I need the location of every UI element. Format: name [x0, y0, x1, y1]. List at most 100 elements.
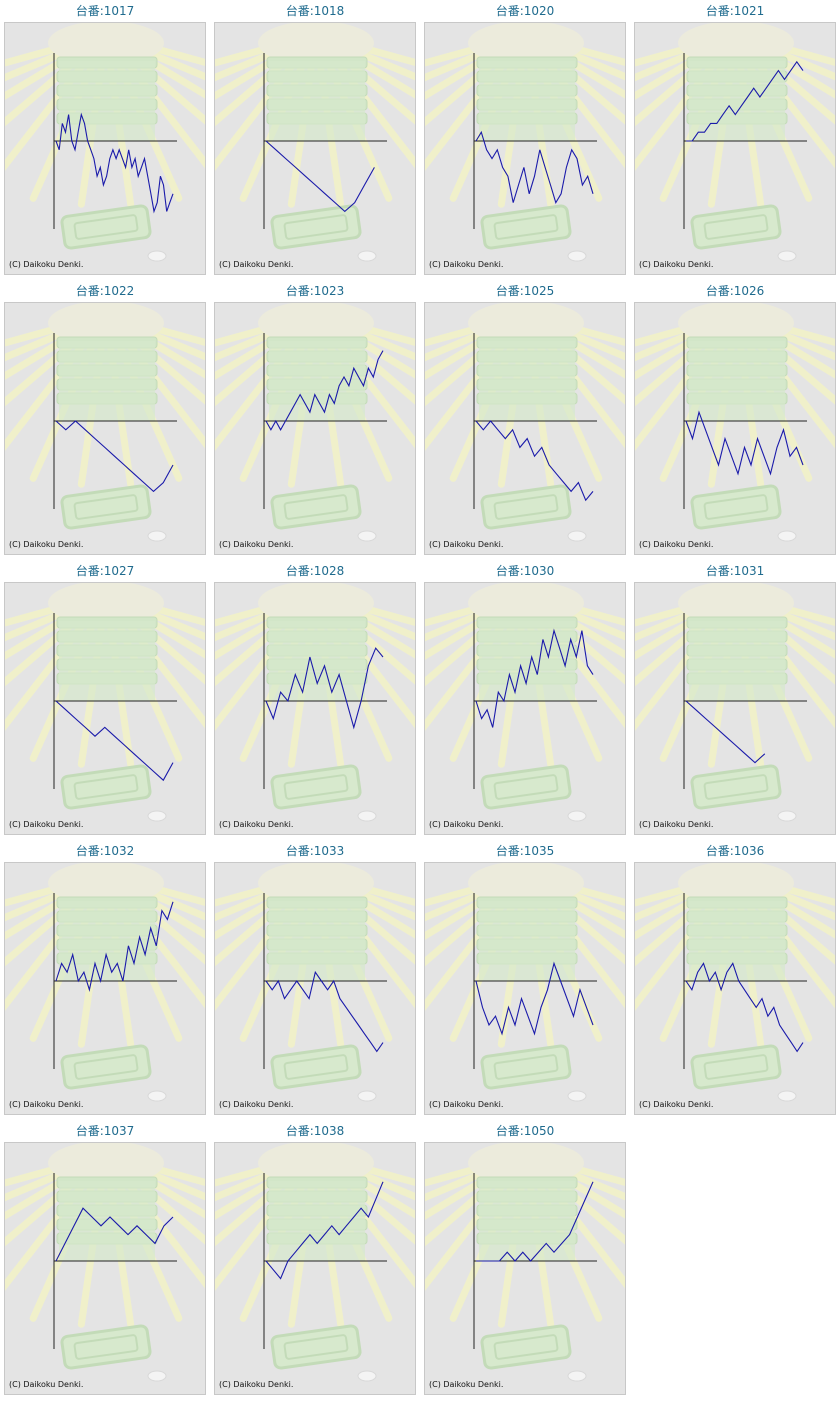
graph-panel: (C) Daikoku Denki.	[424, 22, 626, 275]
machine-illustration-background	[5, 583, 205, 822]
chart-card: 台番:1031 (C) Daikoku Denki.	[630, 560, 840, 840]
graph-panel: (C) Daikoku Denki.	[214, 582, 416, 835]
chart-card: 台番:1050 (C) Daikoku Denki.	[420, 1120, 630, 1400]
copyright-label: (C) Daikoku Denki.	[219, 1380, 294, 1389]
machine-number-title: 台番:1031	[705, 564, 765, 578]
machine-illustration-background	[215, 1143, 415, 1382]
difference-line	[685, 410, 804, 476]
machine-illustration-background	[215, 583, 415, 822]
chart-card: 台番:1032 (C) Daikoku Denki.	[0, 840, 210, 1120]
difference-graph	[5, 583, 205, 822]
machine-number-title: 台番:1020	[495, 4, 555, 18]
machine-number-title: 台番:1021	[705, 4, 765, 18]
copyright-label: (C) Daikoku Denki.	[219, 820, 294, 829]
copyright-label: (C) Daikoku Denki.	[9, 1380, 84, 1389]
difference-line	[476, 1181, 594, 1262]
copyright-label: (C) Daikoku Denki.	[9, 540, 84, 549]
machine-number-title: 台番:1027	[75, 564, 135, 578]
copyright-label: (C) Daikoku Denki.	[9, 260, 84, 269]
difference-graph	[5, 23, 205, 262]
chart-card: 台番:1017 (C) Daikoku Denki.	[0, 0, 210, 280]
difference-graph	[635, 863, 835, 1102]
machine-illustration-background	[215, 303, 415, 542]
machine-number-title: 台番:1030	[495, 564, 555, 578]
chart-card: 台番:1023 (C) Daikoku Denki.	[210, 280, 420, 560]
difference-line	[685, 962, 804, 1053]
difference-graph	[635, 583, 835, 822]
chart-card: 台番:1028 (C) Daikoku Denki.	[210, 560, 420, 840]
copyright-label: (C) Daikoku Denki.	[9, 820, 84, 829]
copyright-label: (C) Daikoku Denki.	[639, 820, 714, 829]
graph-panel: (C) Daikoku Denki.	[214, 302, 416, 555]
machine-illustration-background	[425, 23, 625, 262]
difference-line	[55, 901, 174, 992]
difference-line	[265, 970, 384, 1053]
difference-line	[55, 1207, 174, 1262]
machine-illustration-background	[425, 303, 625, 542]
machine-number-title: 台番:1036	[705, 844, 765, 858]
chart-card: 台番:1022 (C) Daikoku Denki.	[0, 280, 210, 560]
difference-graph	[5, 303, 205, 542]
chart-card: 台番:1035 (C) Daikoku Denki.	[420, 840, 630, 1120]
chart-card: 台番:1033 (C) Daikoku Denki.	[210, 840, 420, 1120]
difference-line	[265, 647, 384, 730]
difference-graph	[635, 23, 835, 262]
difference-graph	[425, 1143, 625, 1382]
machine-illustration-background	[425, 1143, 625, 1382]
copyright-label: (C) Daikoku Denki.	[429, 1100, 504, 1109]
machine-illustration-background	[635, 23, 835, 262]
copyright-label: (C) Daikoku Denki.	[639, 540, 714, 549]
graph-panel: (C) Daikoku Denki.	[424, 1142, 626, 1395]
machine-number-title: 台番:1032	[75, 844, 135, 858]
chart-card: 台番:1037 (C) Daikoku Denki.	[0, 1120, 210, 1400]
copyright-label: (C) Daikoku Denki.	[429, 540, 504, 549]
difference-graph	[635, 303, 835, 542]
difference-line	[55, 112, 174, 214]
copyright-label: (C) Daikoku Denki.	[219, 540, 294, 549]
difference-line	[265, 140, 375, 213]
difference-line	[475, 961, 594, 1036]
chart-card: 台番:1025 (C) Daikoku Denki.	[420, 280, 630, 560]
graph-panel: (C) Daikoku Denki.	[4, 582, 206, 835]
graph-panel: (C) Daikoku Denki.	[424, 582, 626, 835]
machine-number-title: 台番:1025	[495, 284, 555, 298]
chart-card: 台番:1026 (C) Daikoku Denki.	[630, 280, 840, 560]
machine-illustration-background	[635, 863, 835, 1102]
machine-illustration-background	[5, 1143, 205, 1382]
difference-graph	[5, 863, 205, 1102]
difference-line	[475, 420, 594, 502]
chart-card: 台番:1038 (C) Daikoku Denki.	[210, 1120, 420, 1400]
machine-number-title: 台番:1038	[285, 1124, 345, 1138]
graph-panel: (C) Daikoku Denki.	[634, 862, 836, 1115]
difference-graph	[215, 303, 415, 542]
graph-panel: (C) Daikoku Denki.	[634, 582, 836, 835]
chart-card: 台番:1036 (C) Daikoku Denki.	[630, 840, 840, 1120]
machine-illustration-background	[635, 583, 835, 822]
graph-panel: (C) Daikoku Denki.	[4, 1142, 206, 1395]
difference-graph	[425, 23, 625, 262]
machine-number-title: 台番:1028	[285, 564, 345, 578]
machine-illustration-background	[425, 583, 625, 822]
machine-number-title: 台番:1023	[285, 284, 345, 298]
machine-illustration-background	[425, 863, 625, 1102]
difference-graph	[425, 583, 625, 822]
copyright-label: (C) Daikoku Denki.	[639, 260, 714, 269]
chart-card: 台番:1018 (C) Daikoku Denki.	[210, 0, 420, 280]
copyright-label: (C) Daikoku Denki.	[429, 260, 504, 269]
machine-illustration-background	[5, 303, 205, 542]
graph-panel: (C) Daikoku Denki.	[634, 302, 836, 555]
machine-illustration-background	[215, 863, 415, 1102]
machine-illustration-background	[215, 23, 415, 262]
difference-graph	[5, 1143, 205, 1382]
machine-illustration-background	[635, 303, 835, 542]
machine-number-title: 台番:1022	[75, 284, 135, 298]
difference-line	[685, 700, 766, 764]
difference-line	[475, 130, 594, 204]
difference-line	[475, 628, 594, 728]
machine-number-title: 台番:1017	[75, 4, 135, 18]
difference-graph	[215, 863, 415, 1102]
machine-illustration-background	[5, 863, 205, 1102]
machine-number-title: 台番:1037	[75, 1124, 135, 1138]
difference-line	[55, 420, 174, 493]
